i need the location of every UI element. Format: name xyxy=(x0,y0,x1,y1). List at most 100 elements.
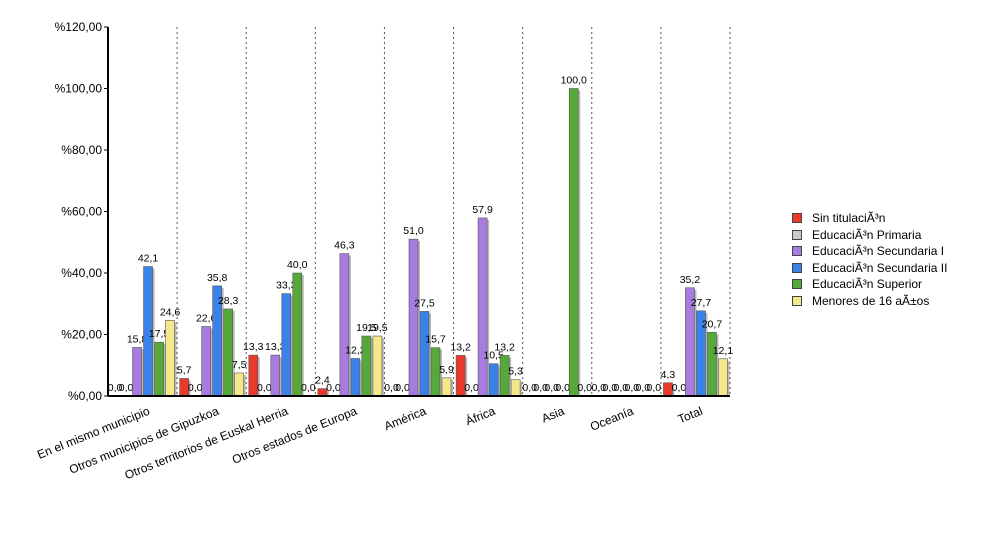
data-label: 0,0 xyxy=(384,382,399,394)
y-tick-label: %20,00 xyxy=(61,328,102,342)
bar xyxy=(154,341,164,397)
legend-item: EducaciÃ³n Secundaria II xyxy=(792,260,947,277)
bar xyxy=(350,358,361,397)
legend-label: EducaciÃ³n Primaria xyxy=(812,227,922,242)
legend-swatch xyxy=(792,246,802,257)
data-label: 35,2 xyxy=(680,274,701,286)
bar xyxy=(419,311,430,397)
chart-legend: Sin titulaciÃ³n EducaciÃ³n Primaria Educac… xyxy=(792,210,947,309)
data-label: 0,0 xyxy=(395,382,410,394)
bar xyxy=(292,272,303,397)
y-tick-label: %80,00 xyxy=(61,143,102,157)
legend-item: EducaciÃ³n Superior xyxy=(792,276,947,293)
y-tick-label: %40,00 xyxy=(61,266,102,280)
data-label: 20,7 xyxy=(702,318,723,330)
data-label: 15,8 xyxy=(127,333,148,345)
legend-item: EducaciÃ³n Primaria xyxy=(792,227,947,244)
bar xyxy=(477,217,488,397)
data-label: 0,0 xyxy=(301,382,316,394)
legend-item: EducaciÃ³n Secundaria I xyxy=(792,243,947,260)
data-label: 22,6 xyxy=(196,313,217,325)
data-label: 0,0 xyxy=(257,382,272,394)
legend-item: Sin titulaciÃ³n xyxy=(792,210,947,227)
legend-swatch xyxy=(792,229,802,240)
bar xyxy=(568,88,579,397)
data-label: 0,0 xyxy=(636,382,651,394)
bar xyxy=(718,358,728,397)
bar xyxy=(234,372,244,397)
legend-swatch xyxy=(792,213,802,224)
legend-swatch xyxy=(792,295,802,306)
data-label: 0,0 xyxy=(603,382,618,394)
data-label: 27,7 xyxy=(691,297,712,309)
data-label: 12,1 xyxy=(713,345,734,357)
data-label: 40,0 xyxy=(287,259,308,271)
x-tick-label: América xyxy=(382,404,428,434)
data-label: 0,0 xyxy=(119,382,134,394)
bar xyxy=(270,354,281,397)
data-label: 0,0 xyxy=(326,382,341,394)
data-label: 46,3 xyxy=(334,240,355,252)
data-label: 13,3 xyxy=(243,341,264,353)
x-tick-label: Total xyxy=(676,404,705,426)
bar xyxy=(488,363,499,397)
data-label: 0,0 xyxy=(577,382,592,394)
legend-label: EducaciÃ³n Secundaria II xyxy=(812,260,948,275)
data-label: 0,0 xyxy=(592,382,607,394)
legend-label: EducaciÃ³n Secundaria I xyxy=(812,244,945,259)
data-label: 100,0 xyxy=(561,75,587,87)
data-label: 10,5 xyxy=(483,350,504,362)
data-label: 0,0 xyxy=(522,382,537,394)
data-label: 0,0 xyxy=(188,382,203,394)
data-label: 13,3 xyxy=(265,341,286,353)
x-tick-label: Otros estados de Europa xyxy=(230,404,359,467)
bar xyxy=(223,308,233,397)
legend-swatch xyxy=(792,279,802,290)
bar xyxy=(408,238,419,397)
data-label: 17,5 xyxy=(149,328,170,340)
bar xyxy=(441,377,452,397)
data-label: 28,3 xyxy=(218,295,239,307)
data-label: 15,7 xyxy=(425,334,446,346)
data-label: 42,1 xyxy=(138,253,159,265)
y-tick-label: %120,00 xyxy=(55,20,103,34)
data-label: 5,7 xyxy=(177,364,192,376)
data-label: 13,2 xyxy=(450,341,471,353)
legend-swatch xyxy=(792,262,802,273)
data-label: 0,0 xyxy=(108,382,123,394)
data-label: 19,5 xyxy=(367,322,388,334)
data-label: 24,6 xyxy=(160,306,181,318)
x-tick-label: Oceanía xyxy=(588,404,636,434)
bar xyxy=(201,326,211,397)
bar xyxy=(707,332,717,397)
data-label: 0,0 xyxy=(672,382,687,394)
data-label: 0,0 xyxy=(533,382,548,394)
data-label: 5,3 xyxy=(508,366,523,378)
bar xyxy=(510,379,521,397)
data-label: 51,0 xyxy=(403,225,424,237)
y-tick-label: %60,00 xyxy=(61,205,102,219)
data-label: 0,0 xyxy=(464,382,479,394)
data-label: 0,0 xyxy=(555,382,570,394)
data-label: 12,2 xyxy=(345,344,366,356)
y-tick-label: %0,00 xyxy=(68,389,102,403)
data-label: 2,4 xyxy=(315,375,330,387)
data-label: 13,2 xyxy=(494,341,515,353)
legend-label: Sin titulaciÃ³n xyxy=(812,211,886,226)
y-tick-label: %100,00 xyxy=(55,82,103,96)
data-label: 0,0 xyxy=(614,382,629,394)
bar xyxy=(339,253,350,397)
bar xyxy=(361,335,372,397)
data-label: 0,0 xyxy=(544,382,559,394)
bar xyxy=(372,335,383,397)
data-label: 33,3 xyxy=(276,280,297,292)
data-label: 0,0 xyxy=(625,382,640,394)
data-label: 5,9 xyxy=(439,364,454,376)
bar xyxy=(281,293,292,397)
data-label: 0,0 xyxy=(647,382,662,394)
legend-label: Menores de 16 aÃ±os xyxy=(812,293,930,308)
legend-item: Menores de 16 aÃ±os xyxy=(792,293,947,310)
data-label: 35,8 xyxy=(207,272,228,284)
data-label: 4,3 xyxy=(661,369,676,381)
